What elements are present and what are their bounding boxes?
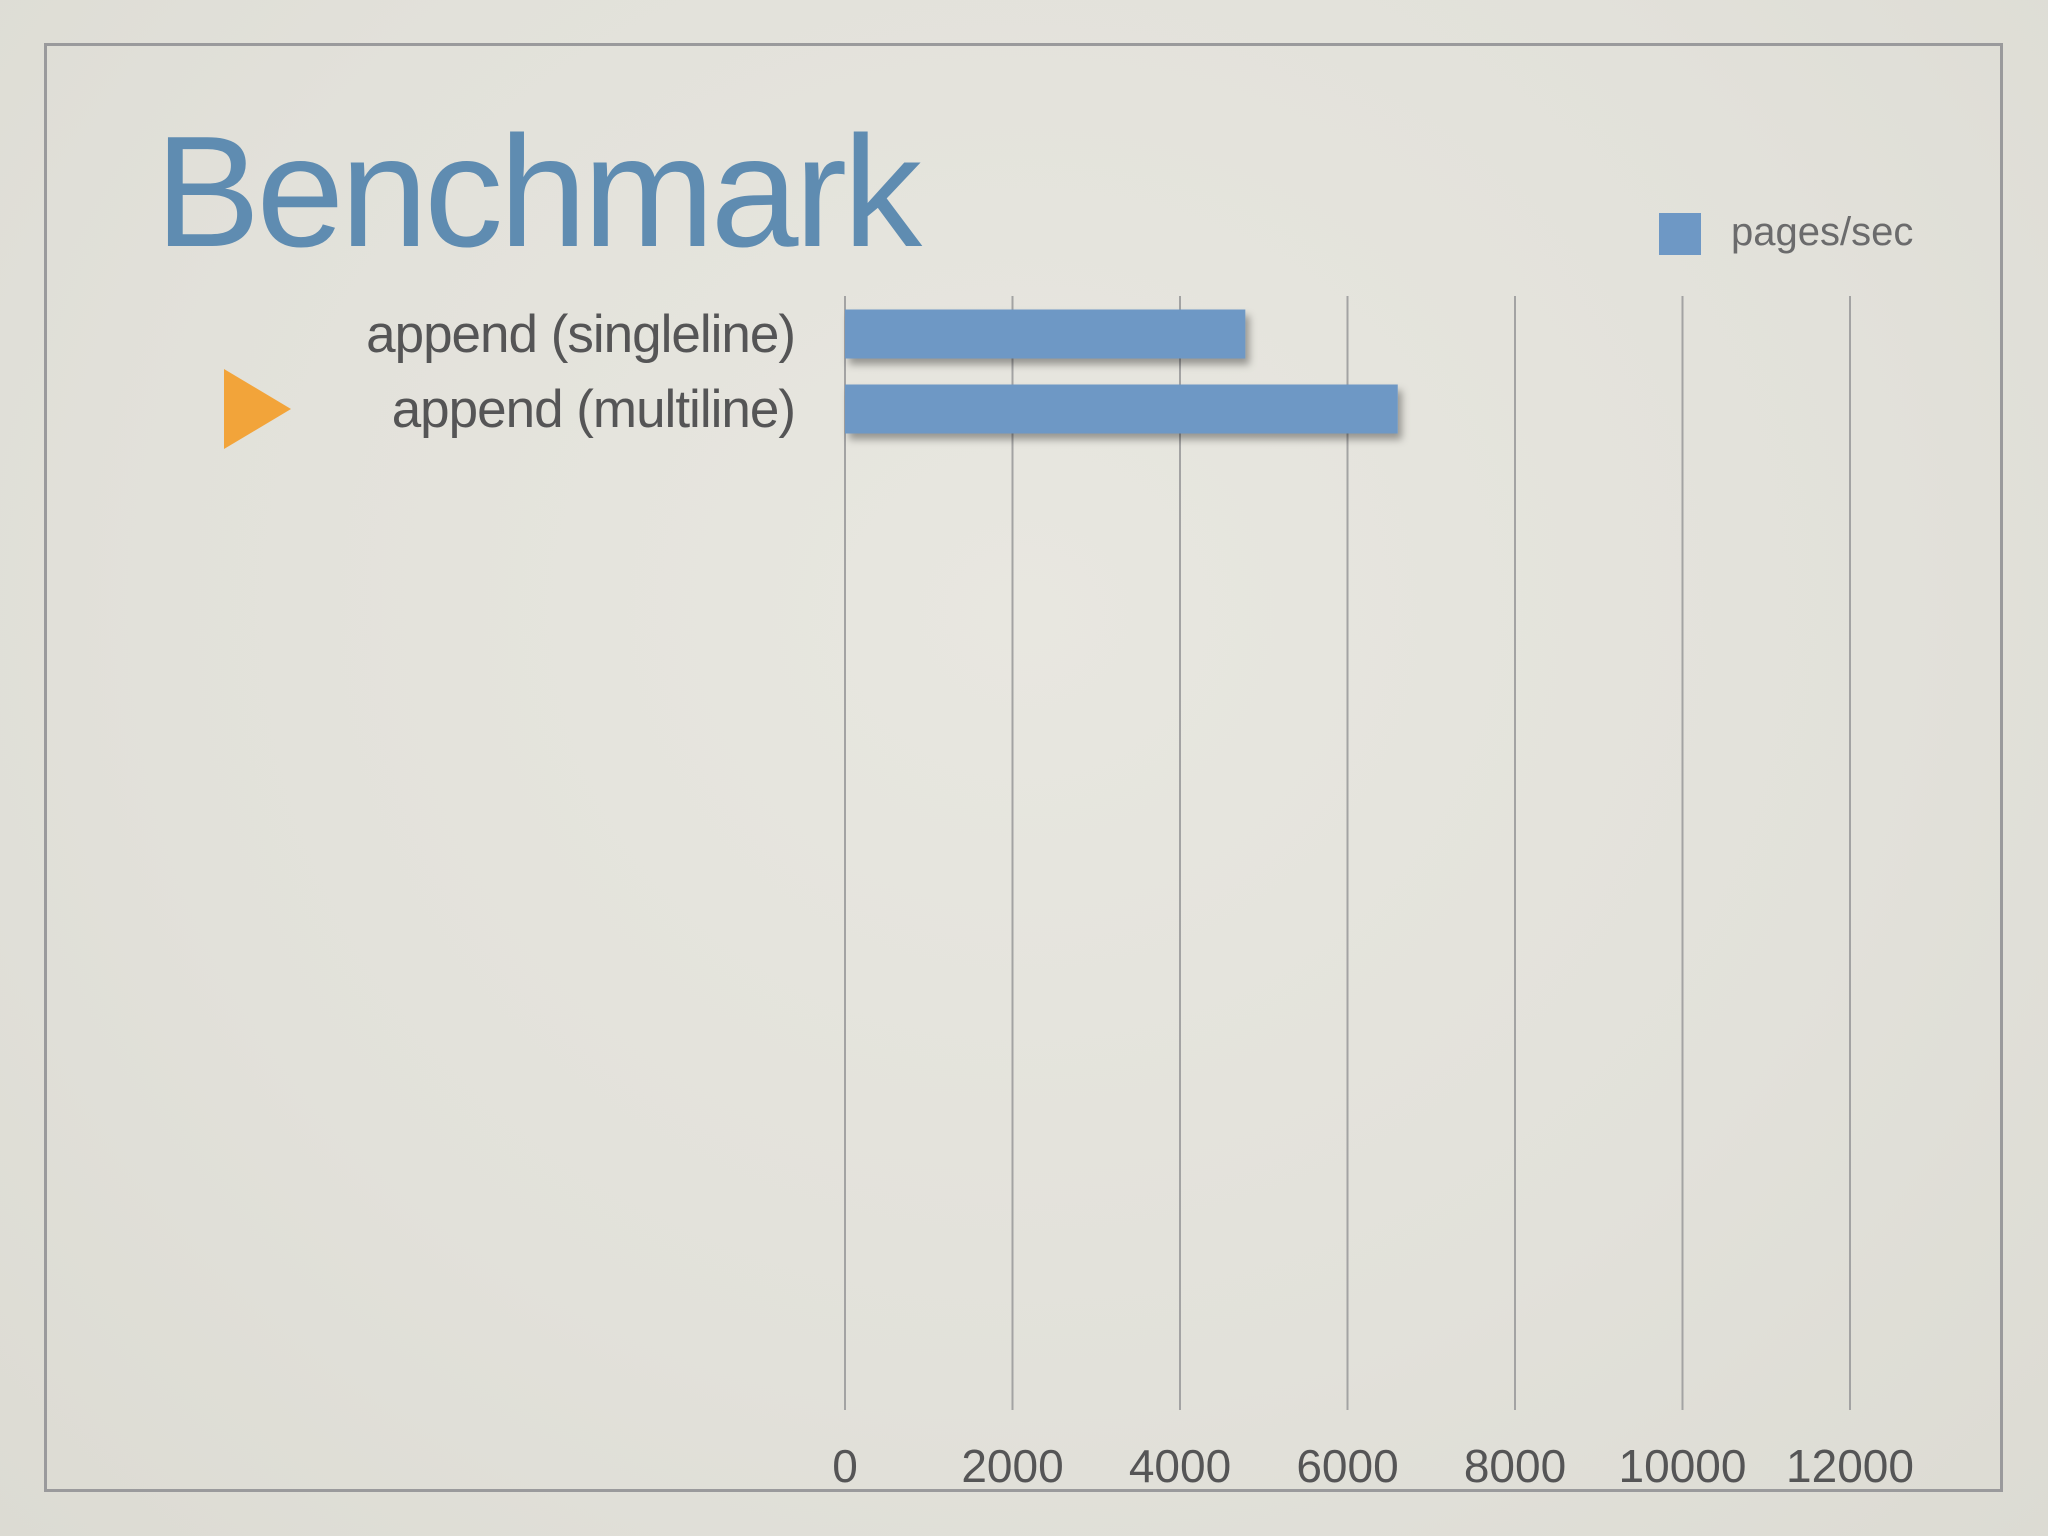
x-tick-label: 12000	[1786, 1440, 1914, 1492]
x-tick-label: 10000	[1619, 1440, 1747, 1492]
triangle-right-icon	[224, 369, 291, 449]
chart-category-labels: append (singleline) append (multiline)	[366, 305, 796, 439]
chart-bars	[845, 309, 1398, 434]
bar	[845, 309, 1246, 359]
category-label: append (singleline)	[366, 305, 795, 364]
x-tick-label: 4000	[1129, 1440, 1231, 1492]
x-tick-label: 8000	[1464, 1440, 1566, 1492]
x-tick-label: 2000	[961, 1440, 1063, 1492]
chart-gridlines	[844, 296, 1851, 1410]
chart-legend: pages/sec	[1659, 210, 1913, 255]
slide-title: Benchmark	[155, 104, 922, 280]
chart-tick-labels: 0 2000 4000 6000 8000 10000 12000	[832, 1440, 1914, 1492]
x-tick-label: 6000	[1296, 1440, 1398, 1492]
legend-swatch	[1659, 213, 1701, 255]
bar	[845, 384, 1398, 434]
category-label: append (multiline)	[392, 380, 795, 439]
x-tick-label: 0	[832, 1440, 858, 1492]
legend-label: pages/sec	[1731, 210, 1913, 254]
slide-frame	[44, 43, 2003, 1492]
